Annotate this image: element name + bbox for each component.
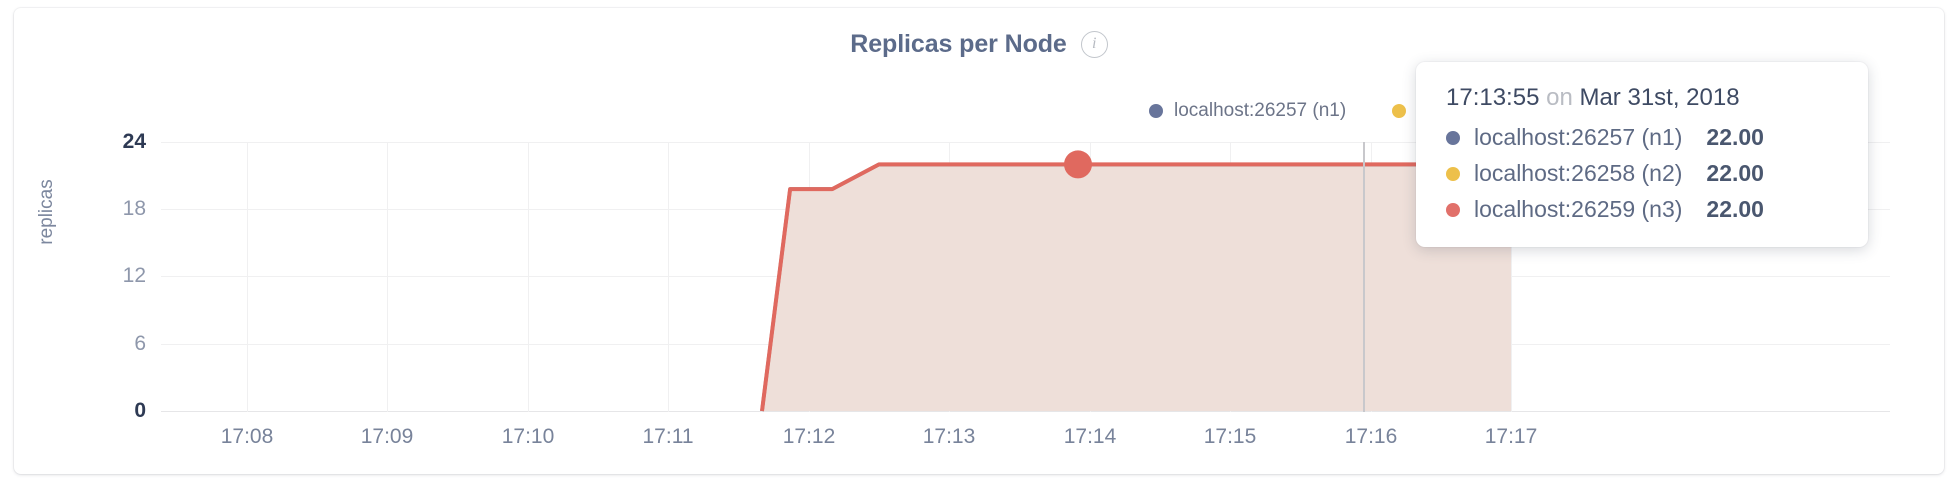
x-tick-1708: 17:08 <box>220 425 274 448</box>
gridline-x-1713 <box>949 142 950 412</box>
y-tick-6: 6 <box>134 332 146 355</box>
tooltip-dot-n1-icon <box>1446 130 1460 145</box>
gridline-x-1708 <box>247 142 248 412</box>
gridline-x-1714 <box>1090 142 1091 412</box>
replicas-per-node-card: Replicas per Node i replicas <box>14 8 1944 474</box>
tooltip-value-n3: 22.00 <box>1706 196 1764 222</box>
y-axis-ticks: 24 18 12 6 0 <box>54 8 146 490</box>
y-tick-18: 18 <box>122 197 146 220</box>
x-tick-1709: 17:09 <box>360 425 414 448</box>
x-tick-1716: 17:16 <box>1344 425 1398 448</box>
x-tick-1715: 17:15 <box>1203 425 1257 448</box>
tooltip-value-n1: 22.00 <box>1706 124 1764 150</box>
series-line-n1 <box>760 162 1511 412</box>
y-tick-24: 24 <box>122 130 146 153</box>
series-line-n3 <box>760 162 1511 412</box>
y-axis-label: replicas <box>36 179 57 245</box>
legend-dot-n1-icon <box>1149 104 1163 118</box>
hover-tooltip: 17:13:55 on Mar 31st, 2018 localhost:262… <box>1416 62 1868 247</box>
y-tick-12: 12 <box>122 264 146 287</box>
x-tick-1714: 17:14 <box>1063 425 1117 448</box>
gridline-x-1709 <box>387 142 388 412</box>
tooltip-row-n1: localhost:26257 (n1) 22.00 <box>1446 124 1842 151</box>
gridline-x-1710 <box>528 142 529 412</box>
x-tick-1711: 17:11 <box>642 425 694 448</box>
tooltip-label-n2: localhost:26258 (n2) <box>1474 160 1683 186</box>
tooltip-dot-n2-icon <box>1446 166 1460 181</box>
tooltip-row-n2: localhost:26258 (n2) 22.00 <box>1446 160 1842 187</box>
legend-label-n1: localhost:26257 (n1) <box>1174 100 1347 121</box>
tooltip-dot-n3-icon <box>1446 202 1460 217</box>
area-fill-n1 <box>762 164 1511 411</box>
gridline-x-1712 <box>809 142 810 412</box>
legend-item-n1[interactable]: localhost:26257 (n1) <box>1149 100 1346 122</box>
x-tick-1717: 17:17 <box>1484 425 1538 448</box>
info-circle-icon[interactable]: i <box>1080 31 1108 58</box>
hover-data-point-marker <box>1064 150 1092 179</box>
hover-cursor-line <box>1363 142 1365 412</box>
tooltip-time: 17:13:55 <box>1446 84 1540 111</box>
tooltip-value-n2: 22.00 <box>1706 160 1764 186</box>
area-fill-n3 <box>762 164 1511 411</box>
gridline-y-12 <box>161 276 1890 277</box>
gridline-x-1715 <box>1230 142 1231 412</box>
x-tick-1712: 17:12 <box>782 425 836 448</box>
tooltip-label-n3: localhost:26259 (n3) <box>1474 196 1683 222</box>
tooltip-label-n1: localhost:26257 (n1) <box>1474 124 1683 150</box>
legend-dot-n2-icon <box>1392 104 1407 118</box>
tooltip-timestamp: 17:13:55 on Mar 31st, 2018 <box>1446 84 1842 112</box>
x-tick-1713: 17:13 <box>922 425 976 448</box>
tooltip-date: Mar 31st, 2018 <box>1579 84 1740 111</box>
page-title: Replicas per Node <box>850 30 1067 58</box>
gridline-x-1716 <box>1371 142 1372 412</box>
tooltip-row-n3: localhost:26259 (n3) 22.00 <box>1446 196 1842 223</box>
gridline-x-1711 <box>668 142 669 412</box>
gridline-y-6 <box>161 344 1890 345</box>
x-tick-1710: 17:10 <box>501 425 555 448</box>
gridline-y-0 <box>161 411 1890 412</box>
tooltip-on-word: on <box>1546 84 1573 111</box>
chart-header: Replicas per Node i <box>14 30 1944 59</box>
y-tick-0: 0 <box>134 399 146 422</box>
